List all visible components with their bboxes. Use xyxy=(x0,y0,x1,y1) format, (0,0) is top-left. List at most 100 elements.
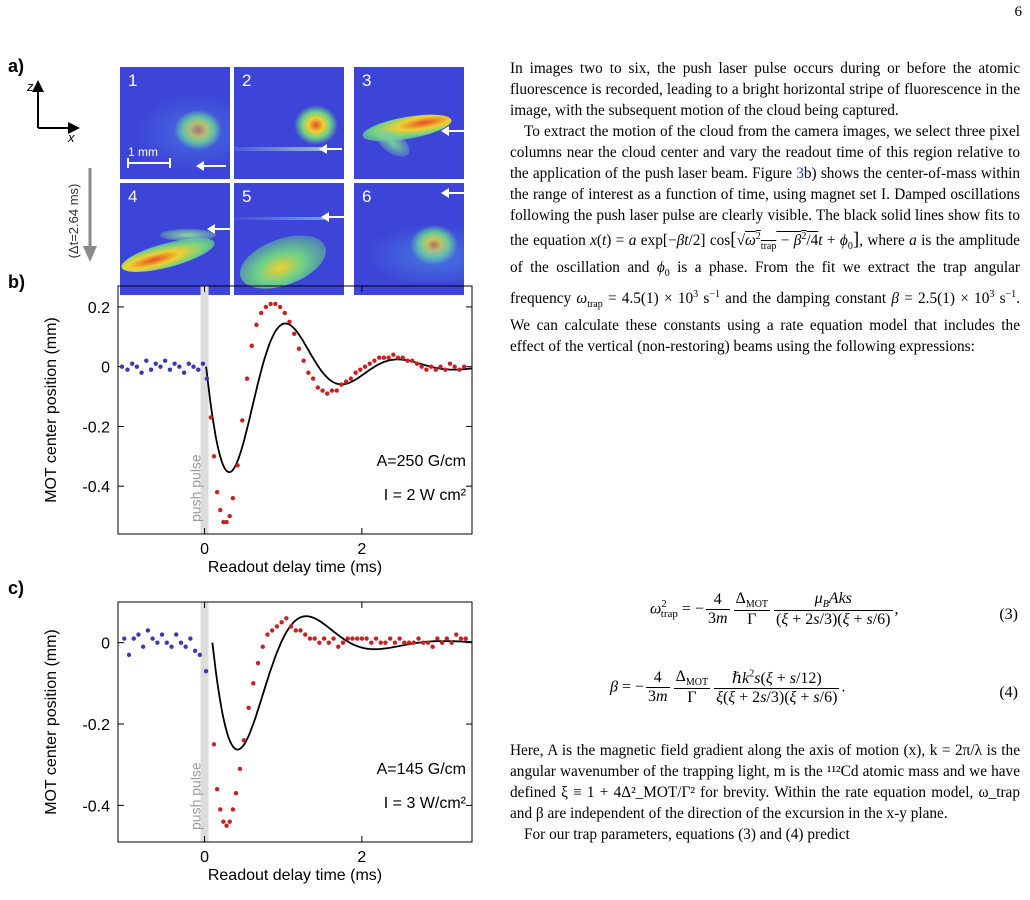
data-point-after-push xyxy=(214,489,220,495)
paragraph-2-text: is a phase. From the fit we extract the … xyxy=(510,259,1020,308)
data-point-before-push xyxy=(174,632,179,637)
data-point-after-push xyxy=(312,636,317,641)
data-point-after-push xyxy=(376,355,382,360)
x-tick-label: 2 xyxy=(357,849,366,866)
axis-z-label: z xyxy=(27,79,34,94)
data-point-after-push xyxy=(274,624,280,629)
data-point-after-push xyxy=(336,644,341,649)
data-point-before-push xyxy=(134,364,140,369)
mot-image-3: 3 xyxy=(354,67,464,179)
data-point-after-push xyxy=(293,628,298,633)
y-tick-label: -0.2 xyxy=(82,717,110,734)
data-point-after-push xyxy=(230,807,236,812)
data-point-after-push xyxy=(218,507,223,513)
data-point-before-push xyxy=(153,361,158,366)
data-point-before-push xyxy=(163,358,168,363)
data-point-after-push xyxy=(350,636,355,641)
y-tick-label: 0 xyxy=(101,636,110,653)
data-point-after-push xyxy=(447,361,453,366)
data-point-after-push xyxy=(237,766,243,771)
x-tick-label: 2 xyxy=(357,541,366,558)
data-point-after-push xyxy=(230,495,236,501)
y-tick-label: -0.4 xyxy=(82,798,110,815)
tile-number: 6 xyxy=(362,187,372,206)
mot-image-1: 1 1 mm xyxy=(120,67,230,179)
data-point-after-push xyxy=(258,310,264,316)
data-point-before-push xyxy=(144,358,149,363)
scale-bar xyxy=(127,158,226,171)
data-point-after-push xyxy=(221,519,226,525)
paragraph-2-text: . We can calculate these constants using… xyxy=(510,290,1021,356)
data-point-before-push xyxy=(183,644,188,649)
data-point-after-push xyxy=(288,624,294,629)
y-axis-label: MOT center position (mm) xyxy=(43,317,60,503)
data-point-before-push xyxy=(158,364,163,369)
tile-number: 4 xyxy=(128,187,138,206)
axis-x-label: x xyxy=(68,130,75,145)
data-point-after-push xyxy=(424,367,429,372)
data-point-before-push xyxy=(172,361,177,366)
data-point-after-push xyxy=(284,616,289,621)
data-point-before-push xyxy=(150,636,155,641)
data-point-after-push xyxy=(395,355,401,360)
data-point-after-push xyxy=(345,636,350,641)
data-point-after-push xyxy=(416,636,421,641)
data-point-after-push xyxy=(425,640,431,645)
paragraph-2-text: is the amplitude of the oscillation and xyxy=(510,232,1020,277)
data-point-after-push xyxy=(340,640,346,645)
data-point-before-push xyxy=(126,652,132,658)
data-point-after-push xyxy=(303,632,308,637)
data-point-before-push xyxy=(145,628,151,633)
data-point-before-push xyxy=(122,636,127,641)
data-point-after-push xyxy=(269,628,275,633)
chart-annotation: I = 3 W/cm² xyxy=(384,795,467,812)
data-point-after-push xyxy=(241,738,247,743)
data-point-after-push xyxy=(282,310,287,316)
paragraph-1: In images two to six, the push laser pul… xyxy=(510,60,1020,119)
plot-frame xyxy=(117,285,473,535)
data-point-after-push xyxy=(320,388,325,393)
data-point-before-push xyxy=(131,636,136,641)
data-point-after-push xyxy=(457,367,462,372)
text-column-lower: Here, A is the magnetic field gradient a… xyxy=(510,740,1020,845)
paragraph-2: To extract the motion of the cloud from … xyxy=(510,123,1021,356)
panel-c-label: c) xyxy=(8,578,25,598)
tile-number: 2 xyxy=(242,71,252,90)
time-step-label: (Δt=2.64 ms) xyxy=(66,183,81,259)
data-point-after-push xyxy=(292,331,297,337)
panel-b-label: b) xyxy=(8,272,25,292)
data-point-after-push xyxy=(260,644,265,649)
data-point-before-push xyxy=(136,632,141,637)
panel-a-label: a) xyxy=(8,56,25,76)
plot-frame xyxy=(117,601,473,843)
data-point-after-push xyxy=(240,418,245,423)
data-point-after-push xyxy=(211,742,217,747)
data-point-after-push xyxy=(306,370,311,375)
omega-trap-value: ωtrap = 4.5(1) × 103 s−1 xyxy=(576,289,720,311)
data-point-after-push xyxy=(358,367,363,372)
data-point-after-push xyxy=(438,364,443,369)
text-column: In images two to six, the push laser pul… xyxy=(510,58,1020,357)
mot-image-6: 6 xyxy=(354,183,464,295)
figure-3-link[interactable]: 3 xyxy=(796,165,804,182)
data-point-after-push xyxy=(268,301,273,307)
push-pulse-band xyxy=(200,602,209,842)
data-point-after-push xyxy=(444,636,450,641)
data-point-after-push xyxy=(387,636,393,641)
data-point-after-push xyxy=(439,640,445,645)
data-point-before-push xyxy=(125,367,130,372)
data-point-before-push xyxy=(140,644,146,649)
x-axis-label: Readout delay time (ms) xyxy=(208,559,382,576)
data-point-after-push xyxy=(391,352,396,357)
data-point-after-push xyxy=(372,358,377,363)
data-point-before-push xyxy=(200,361,206,366)
data-point-after-push xyxy=(317,640,322,645)
data-point-after-push xyxy=(277,304,283,310)
x-tick-label: 0 xyxy=(200,849,209,866)
data-point-before-push xyxy=(155,640,160,645)
data-point-before-push xyxy=(164,640,169,645)
y-tick-label: -0.4 xyxy=(82,479,110,496)
data-point-after-push xyxy=(263,304,269,310)
